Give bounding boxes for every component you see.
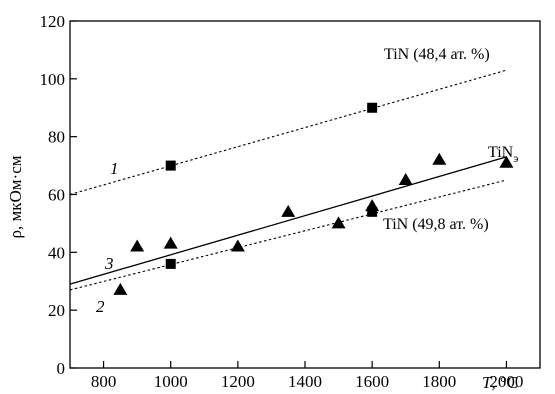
y-tick-label: 40 (48, 243, 65, 262)
y-tick-label: 20 (48, 301, 65, 320)
data-markers (113, 102, 514, 295)
fit-line-series-1 (69, 69, 507, 196)
label-series-2: TiN (49,8 ат. %) (383, 216, 489, 233)
marker-triangle-series-3 (281, 204, 296, 217)
label-series-1: TiN (48,4 ат. %) (384, 46, 490, 63)
plot-frame (69, 20, 541, 369)
curve-number-2: 2 (96, 297, 105, 316)
marker-square-series-1 (165, 160, 176, 171)
x-tick-label: 1200 (221, 372, 255, 391)
label-series-3-base: TiN (488, 144, 514, 161)
fit-lines (69, 69, 507, 291)
marker-triangle-series-3 (365, 199, 380, 212)
y-tick-label: 120 (40, 12, 66, 31)
y-tick-label: 80 (48, 128, 65, 147)
x-tick-label: 1600 (355, 372, 389, 391)
marker-triangle-series-3 (113, 282, 128, 295)
label-series-3: TiNэ (488, 144, 518, 165)
curve-number-1: 1 (110, 159, 119, 178)
x-axis-label-unit: , °C (491, 373, 518, 392)
fit-line-series-2 (69, 179, 507, 291)
curve-number-3: 3 (104, 254, 114, 273)
marker-triangle-series-3 (230, 239, 245, 252)
fit-line-series-3 (69, 156, 507, 285)
marker-triangle-series-3 (499, 155, 514, 168)
marker-triangle-series-3 (163, 236, 178, 249)
x-tick-label: 1400 (288, 372, 322, 391)
x-tick-label: 1800 (422, 372, 456, 391)
y-tick-label: 60 (48, 186, 65, 205)
marker-triangle-series-3 (331, 216, 346, 229)
axis-ticks: 800 1000 1200 1400 1600 1800 2000 0 20 40 60 80 100 1… (40, 12, 524, 391)
marker-square-series-2 (367, 206, 378, 217)
marker-triangle-series-3 (130, 239, 145, 252)
x-axis-label: T, °C (482, 373, 518, 392)
y-tick-label: 100 (40, 70, 66, 89)
marker-triangle-series-3 (398, 173, 413, 186)
marker-triangle-series-3 (432, 152, 447, 165)
label-series-3-sub: э (513, 151, 518, 165)
y-tick-label: 0 (57, 359, 66, 378)
marker-square-series-2 (165, 258, 176, 269)
marker-square-series-1 (367, 102, 378, 113)
x-axis-label-var: T (482, 373, 493, 392)
x-tick-label: 1000 (154, 372, 188, 391)
x-tick-label: 800 (91, 372, 117, 391)
x-tick-label: 2000 (489, 372, 523, 391)
y-axis-label: ρ, мкОм·см (6, 155, 25, 238)
